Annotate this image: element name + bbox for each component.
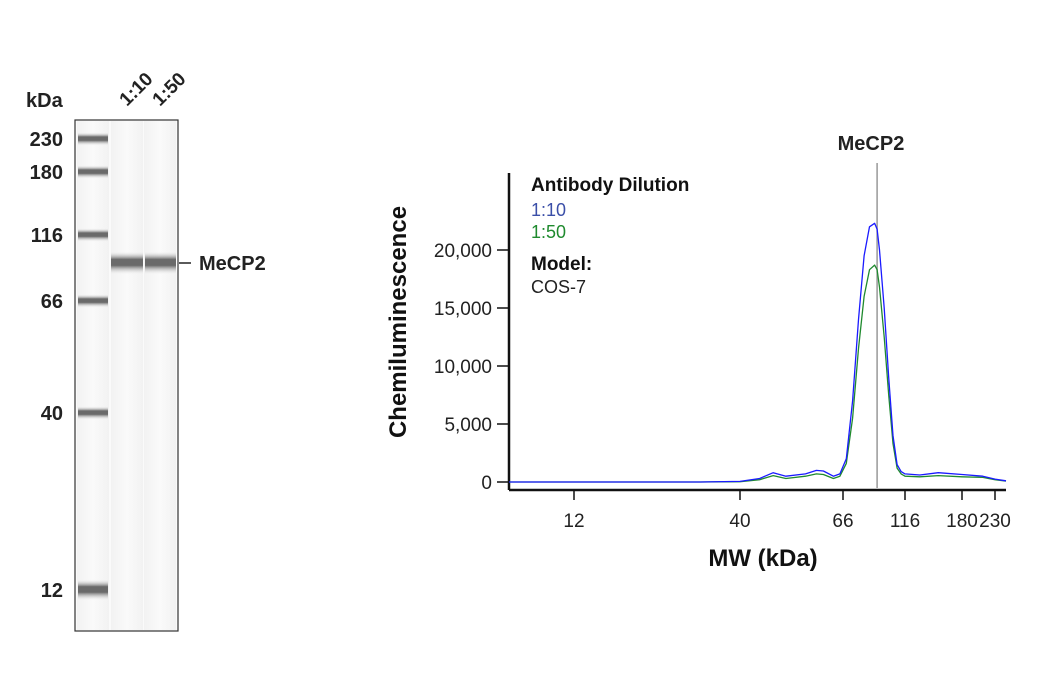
western-blot: kDa 1:10 1:50 MeCP2 230 180 116 66 40 12 <box>26 69 266 632</box>
lane-label: 1:50 <box>149 69 191 111</box>
x-tick-label: 116 <box>890 511 920 532</box>
ladder-band <box>78 132 108 146</box>
marker-label: 66 <box>41 291 63 313</box>
marker-label: 230 <box>30 129 63 151</box>
model-title: Model: <box>531 254 592 275</box>
y-tick-label: 10,000 <box>434 357 492 378</box>
y-tick-label: 0 <box>481 473 492 494</box>
legend-title: Antibody Dilution <box>531 175 689 196</box>
marker-line-label: MeCP2 <box>838 133 905 155</box>
series-line-1-50 <box>509 264 1007 483</box>
legend-series-2: 1:50 <box>531 222 566 242</box>
ladder-band <box>78 165 108 179</box>
model-value: COS-7 <box>531 277 586 297</box>
kda-label: kDa <box>26 90 64 112</box>
marker-label: 12 <box>41 580 63 602</box>
band-lane-2 <box>145 251 176 275</box>
ladder-band <box>78 294 108 308</box>
x-tick-label: 230 <box>979 511 1011 532</box>
legend-series-1: 1:10 <box>531 200 566 220</box>
y-tick-label: 20,000 <box>434 241 492 262</box>
x-tick-label: 12 <box>563 511 584 532</box>
series-line-1-10 <box>509 222 1007 483</box>
x-tick-label: 40 <box>729 511 750 532</box>
lane-label: 1:10 <box>116 69 158 111</box>
band-label: MeCP2 <box>199 253 266 275</box>
ladder-band <box>78 228 108 242</box>
x-axis-label: MW (kDa) <box>708 545 817 572</box>
marker-label: 40 <box>41 403 63 425</box>
y-tick-label: 5,000 <box>444 415 492 436</box>
band-lane-1 <box>111 251 143 275</box>
x-tick-label: 180 <box>946 511 978 532</box>
marker-label: 180 <box>30 162 63 184</box>
y-axis-label: Chemiluminescence <box>385 206 412 438</box>
marker-label: 116 <box>31 225 63 247</box>
x-tick-label: 66 <box>832 511 853 532</box>
y-tick-label: 15,000 <box>434 299 492 320</box>
ladder-band <box>78 406 108 420</box>
ladder-band <box>78 579 108 601</box>
